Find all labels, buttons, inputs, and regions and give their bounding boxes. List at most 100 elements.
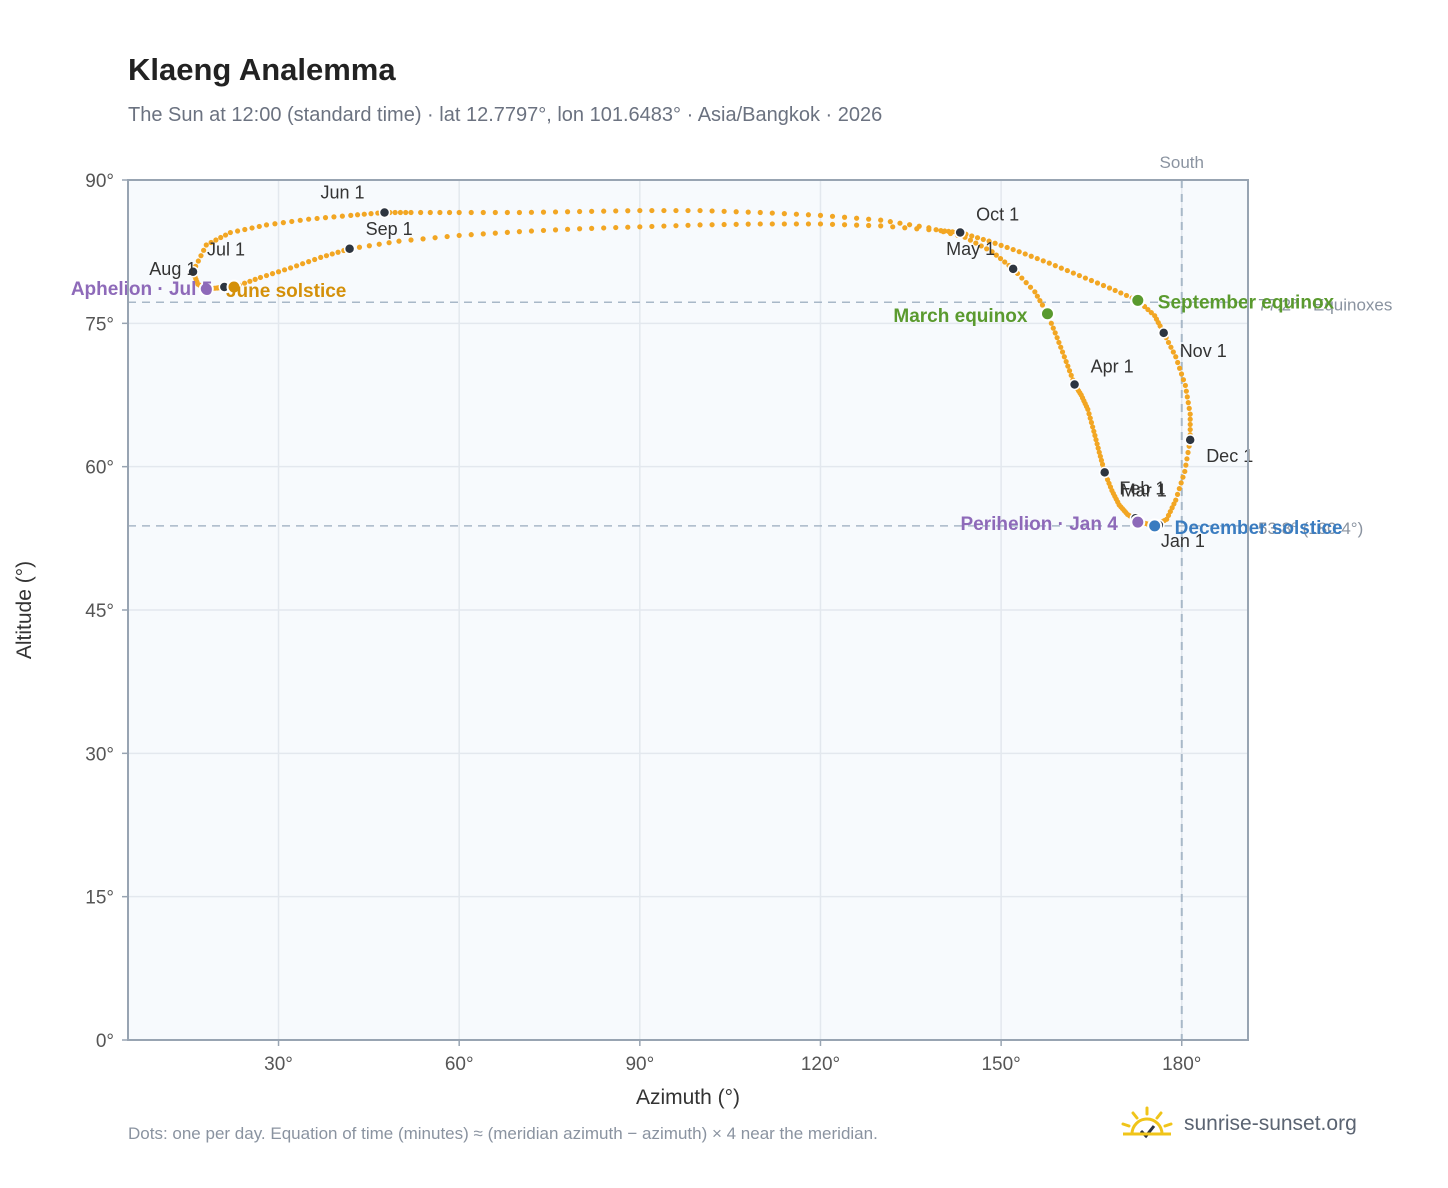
daily-dot [480,209,486,216]
daily-dot [878,217,884,223]
daily-dot [492,209,498,216]
daily-dot [1093,437,1099,443]
daily-dot [661,207,667,214]
month-marker [378,206,391,219]
daily-dot [1092,432,1098,439]
daily-dot [1087,415,1093,421]
daily-dot [577,208,583,215]
daily-dot [781,211,787,217]
daily-dot [289,218,295,225]
brand-logo[interactable]: sunrise-sunset.org [1120,1102,1357,1146]
y-tick-label: 15° [85,888,114,909]
daily-dot [1165,339,1172,346]
daily-dot [625,208,631,214]
event-label: December solstice [1175,518,1343,539]
month-marker-label: Nov 1 [1180,341,1227,361]
daily-dot [280,220,286,226]
daily-dot [577,226,583,232]
daily-dot [697,207,703,214]
daily-dot [1061,354,1067,360]
daily-dot [673,207,679,214]
daily-dot [1168,344,1174,350]
daily-dot [1023,280,1029,286]
daily-dot [1086,411,1092,417]
daily-dot [993,252,999,258]
daily-dot [817,212,824,218]
daily-dot [552,209,559,215]
y-tick-label: 30° [85,744,114,765]
daily-dot [1034,293,1040,299]
daily-dot [613,208,619,214]
daily-dot [1034,255,1040,262]
daily-dot [348,212,354,218]
daily-dot [769,221,775,227]
daily-dot [323,253,330,259]
daily-dot [564,226,571,232]
daily-dot [902,225,908,231]
daily-dot [397,209,404,216]
daily-dot [942,228,948,234]
y-tick-label: 60° [85,458,114,479]
event-label: Aphelion · Jul 5 [71,279,213,300]
daily-dot [1056,339,1062,346]
daily-dot [1010,246,1016,253]
daily-dot [1112,287,1118,294]
daily-dot [967,237,974,243]
daily-dot [649,207,655,214]
daily-dot [721,221,727,228]
daily-dot [841,222,848,228]
brand-name: sunrise-sunset.org [1184,1112,1357,1135]
daily-dot [468,232,474,238]
daily-dot [1058,265,1064,271]
daily-dot [1118,290,1124,296]
daily-dot [1088,419,1095,426]
daily-dot [969,233,975,239]
daily-dot [446,209,453,216]
daily-dot [1063,358,1069,365]
daily-dot [1058,344,1064,350]
daily-dot [218,234,224,241]
event-label: June solstice [226,281,346,302]
x-tick-label: 60° [445,1054,474,1075]
daily-dot [1052,263,1058,269]
daily-dot [781,221,787,227]
y-tick-label: 45° [85,601,114,622]
daily-dot [329,251,335,257]
daily-dot [1187,411,1193,417]
daily-dot [1183,462,1189,468]
daily-dot [208,239,214,246]
daily-dot [1027,284,1034,290]
x-tick-label: 180° [1162,1054,1201,1075]
y-tick-label: 0° [96,1031,114,1052]
daily-dot [649,223,655,230]
daily-dot [1090,424,1096,430]
daily-dot [1098,457,1105,463]
daily-dot [1176,486,1182,492]
daily-dot [989,249,995,255]
daily-dot [306,216,312,222]
daily-dot [980,236,986,243]
daily-dot [249,225,255,231]
daily-dot [613,224,619,231]
daily-dot [408,209,414,216]
daily-dot [709,222,715,228]
month-marker-label: May 1 [946,239,995,259]
daily-dot [234,228,241,234]
month-marker-label: Sep 1 [366,219,413,239]
chart-subtitle: The Sun at 12:00 (standard time) · lat 1… [128,104,883,126]
daily-dot [637,207,643,214]
daily-dot [403,209,409,216]
daily-dot [1076,272,1082,279]
daily-dot [817,221,824,227]
x-tick-label: 90° [625,1054,654,1075]
event-marker [226,279,242,295]
daily-dot [997,255,1004,262]
event-marker [198,281,214,297]
daily-dot [998,242,1004,248]
daily-dot [437,209,443,216]
daily-path [190,207,1193,529]
daily-dot [504,209,510,216]
month-marker-label: Dec 1 [1206,446,1253,466]
daily-dot [1180,377,1187,383]
